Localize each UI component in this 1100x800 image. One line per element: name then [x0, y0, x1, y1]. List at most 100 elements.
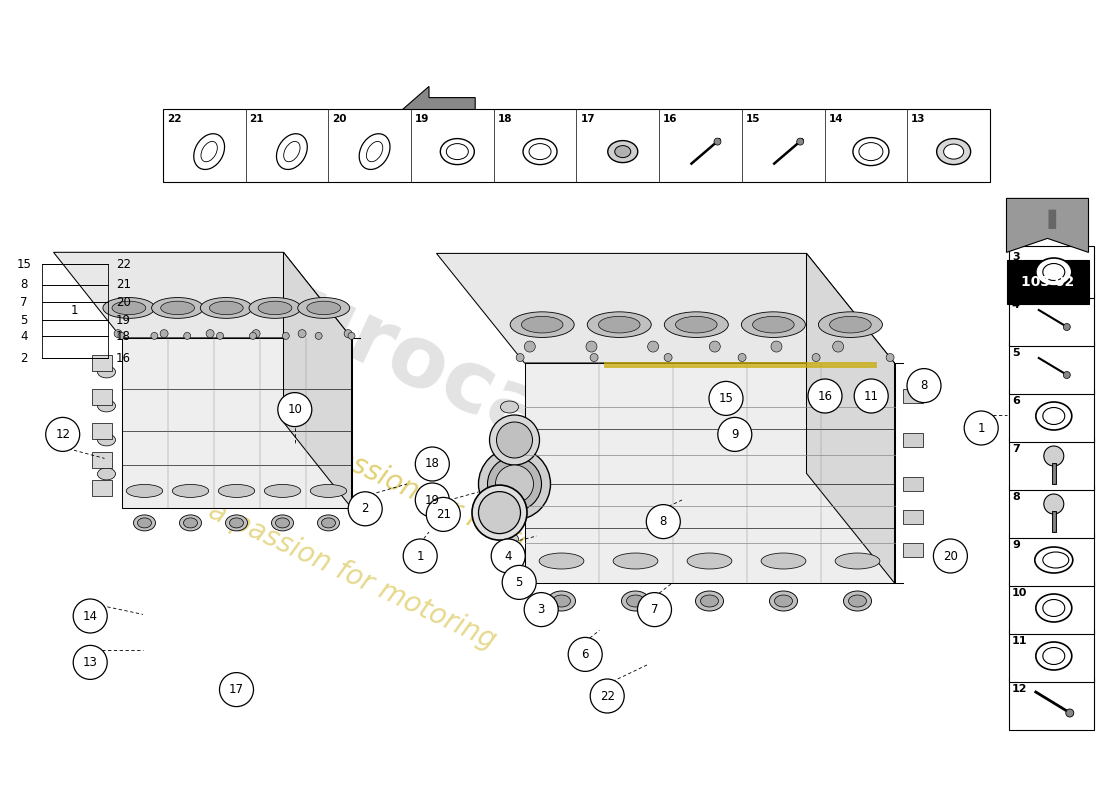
Ellipse shape	[307, 301, 341, 314]
Circle shape	[118, 333, 125, 339]
Text: 6: 6	[1012, 396, 1020, 406]
Ellipse shape	[1043, 552, 1069, 568]
Circle shape	[516, 354, 524, 362]
Ellipse shape	[284, 142, 300, 162]
Ellipse shape	[1043, 647, 1065, 665]
Text: 15: 15	[718, 392, 734, 405]
Polygon shape	[1006, 198, 1089, 253]
Ellipse shape	[98, 468, 116, 480]
Ellipse shape	[310, 485, 346, 498]
Ellipse shape	[478, 448, 550, 520]
Text: 10: 10	[1012, 588, 1027, 598]
Ellipse shape	[615, 146, 630, 158]
Polygon shape	[91, 452, 111, 468]
Polygon shape	[54, 252, 352, 338]
Polygon shape	[902, 543, 923, 557]
Circle shape	[738, 354, 746, 362]
Text: ▐: ▐	[1040, 210, 1055, 229]
Ellipse shape	[1036, 594, 1071, 622]
Text: 22: 22	[167, 114, 182, 124]
Ellipse shape	[138, 518, 152, 528]
Ellipse shape	[587, 312, 651, 338]
Polygon shape	[91, 423, 111, 439]
Circle shape	[591, 679, 624, 713]
Text: 20: 20	[332, 114, 346, 124]
Circle shape	[503, 566, 536, 599]
Ellipse shape	[201, 142, 218, 162]
Polygon shape	[284, 252, 352, 508]
Ellipse shape	[500, 445, 518, 457]
Circle shape	[525, 341, 536, 352]
Circle shape	[710, 382, 742, 415]
Circle shape	[252, 330, 260, 338]
Polygon shape	[902, 510, 923, 524]
Ellipse shape	[487, 457, 541, 511]
Text: 8: 8	[1012, 492, 1020, 502]
Polygon shape	[902, 389, 923, 403]
Circle shape	[714, 138, 720, 145]
Text: 2: 2	[21, 352, 28, 365]
Text: 9: 9	[1012, 540, 1020, 550]
Circle shape	[348, 333, 355, 339]
Ellipse shape	[675, 316, 717, 333]
Ellipse shape	[1043, 407, 1065, 425]
Text: 18: 18	[116, 330, 131, 342]
Text: 18: 18	[425, 458, 440, 470]
Ellipse shape	[1043, 599, 1065, 617]
Ellipse shape	[1043, 263, 1065, 281]
Circle shape	[217, 333, 223, 339]
Text: 1: 1	[72, 304, 78, 317]
Circle shape	[151, 333, 158, 339]
Ellipse shape	[627, 595, 645, 607]
Bar	[1009, 678, 1093, 730]
Ellipse shape	[818, 312, 882, 338]
Polygon shape	[91, 390, 111, 406]
Ellipse shape	[741, 312, 805, 338]
Bar	[1009, 582, 1093, 634]
Ellipse shape	[133, 515, 155, 531]
Text: 14: 14	[82, 610, 98, 622]
Circle shape	[298, 330, 306, 338]
Text: 17: 17	[581, 114, 595, 124]
Ellipse shape	[272, 515, 294, 531]
Ellipse shape	[126, 485, 163, 498]
Ellipse shape	[521, 316, 563, 333]
Text: 14: 14	[828, 114, 844, 124]
Text: 4: 4	[1012, 300, 1020, 310]
Ellipse shape	[478, 491, 520, 534]
Ellipse shape	[664, 312, 728, 338]
Ellipse shape	[98, 400, 116, 412]
Text: 2: 2	[362, 502, 369, 515]
Circle shape	[161, 330, 168, 338]
Circle shape	[586, 341, 597, 352]
Ellipse shape	[529, 143, 551, 160]
Ellipse shape	[613, 553, 658, 569]
Ellipse shape	[510, 312, 574, 338]
Polygon shape	[902, 477, 923, 491]
Circle shape	[404, 539, 437, 573]
Ellipse shape	[1035, 547, 1072, 573]
Circle shape	[1066, 709, 1074, 717]
Text: 16: 16	[817, 390, 833, 402]
Circle shape	[416, 483, 449, 517]
Ellipse shape	[98, 366, 116, 378]
Ellipse shape	[209, 301, 243, 314]
Ellipse shape	[179, 515, 201, 531]
Bar	[1009, 342, 1093, 394]
Ellipse shape	[621, 591, 649, 611]
Circle shape	[525, 593, 558, 626]
Ellipse shape	[552, 595, 571, 607]
Text: 11: 11	[1012, 636, 1027, 646]
Bar	[1006, 260, 1089, 304]
Text: 5: 5	[1012, 348, 1020, 358]
Ellipse shape	[844, 591, 871, 611]
Circle shape	[771, 341, 782, 352]
Polygon shape	[902, 433, 923, 447]
Ellipse shape	[218, 485, 255, 498]
Circle shape	[710, 341, 720, 352]
Bar	[1009, 438, 1093, 490]
Circle shape	[427, 498, 460, 531]
Ellipse shape	[761, 553, 806, 569]
Circle shape	[590, 354, 598, 362]
Text: 21: 21	[250, 114, 264, 124]
